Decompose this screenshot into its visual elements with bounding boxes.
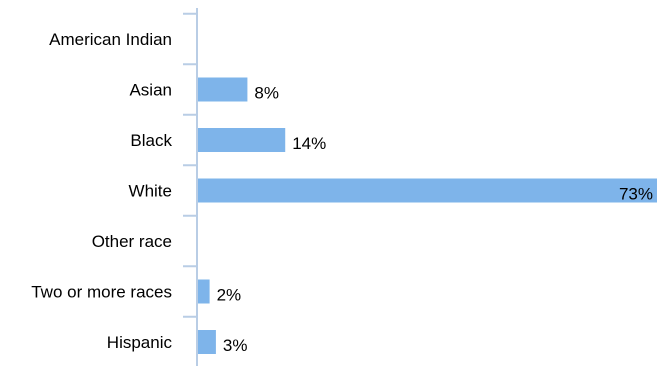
data-label: 3%: [223, 336, 248, 355]
data-label: 2%: [217, 286, 242, 305]
bar: [198, 178, 657, 203]
data-label: 14%: [292, 134, 326, 153]
category-label: Asian: [129, 81, 172, 100]
bar: [198, 77, 248, 102]
category-label: Other race: [92, 232, 172, 251]
category-label: Black: [130, 131, 172, 150]
category-label: Two or more races: [31, 283, 172, 302]
bar: [198, 279, 210, 304]
data-label: 8%: [254, 84, 279, 103]
category-label: American Indian: [49, 30, 172, 49]
bars-layer: [198, 77, 657, 354]
axis-layer: [183, 8, 198, 369]
data-label: 73%: [619, 185, 653, 204]
bar: [198, 128, 286, 152]
category-label: Hispanic: [107, 333, 173, 352]
bar: [198, 330, 216, 354]
labels-layer: American Indian Asian 8% Black 14% White 73% Ot…: [31, 30, 653, 355]
category-label: White: [129, 182, 172, 201]
